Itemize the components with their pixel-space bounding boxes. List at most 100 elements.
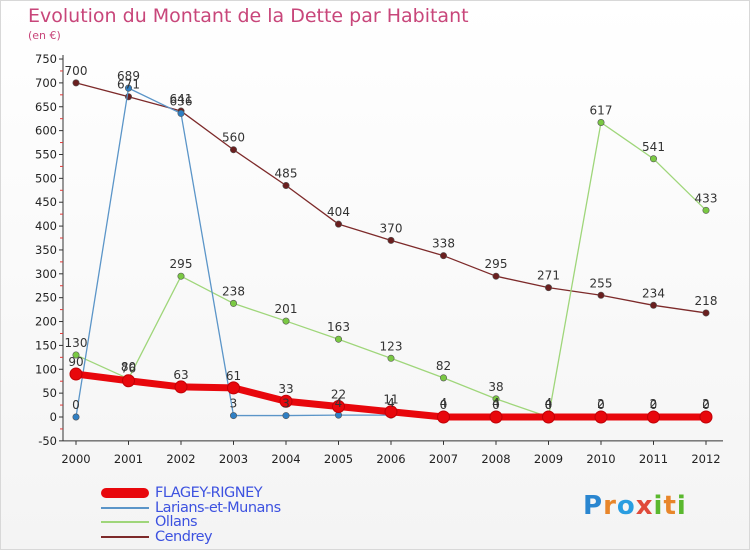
data-point: [439, 252, 447, 260]
line-chart: -500501001502002503003504004505005506006…: [35, 52, 723, 466]
data-label: 63: [173, 368, 188, 382]
data-label: 255: [590, 276, 613, 290]
x-tick-label: 2003: [219, 452, 248, 466]
logo-letter: r: [603, 491, 617, 521]
data-point: [334, 220, 342, 228]
data-point: [437, 410, 450, 424]
data-label: 338: [432, 237, 455, 251]
data-label: 636: [170, 94, 193, 108]
y-tick-label: 750: [35, 52, 57, 66]
data-point: [125, 84, 133, 92]
data-point: [332, 399, 345, 413]
data-label: 0: [597, 398, 605, 412]
data-label: 689: [117, 69, 140, 83]
data-label: 130: [65, 336, 88, 350]
data-label: 4: [335, 396, 343, 410]
data-label: 163: [327, 320, 350, 334]
legend-label: Larians-et-Munans: [155, 499, 281, 516]
y-tick-label: 0: [50, 410, 57, 424]
data-point: [230, 412, 238, 420]
x-tick-label: 2011: [639, 452, 668, 466]
logo-letter: t: [663, 491, 677, 521]
legend-swatch: [101, 488, 149, 499]
data-label: 271: [537, 269, 560, 283]
data-point: [489, 410, 503, 424]
data-point: [177, 272, 185, 280]
data-point: [72, 351, 80, 359]
data-point: [699, 410, 713, 424]
data-point: [282, 182, 290, 190]
y-tick-label: -50: [38, 434, 57, 448]
y-tick-label: 350: [35, 243, 57, 257]
data-label: 80: [121, 360, 136, 374]
y-tick-label: 50: [42, 386, 57, 400]
legend-item: Cendrey: [101, 530, 281, 544]
legend-swatch: [101, 506, 149, 509]
chart-subtitle: (en €): [28, 29, 61, 42]
data-point: [439, 374, 447, 382]
y-tick-label: 200: [35, 315, 57, 329]
x-tick-label: 2006: [376, 452, 405, 466]
data-point: [597, 291, 605, 299]
data-label: 11: [383, 393, 398, 407]
data-label: 3: [230, 397, 238, 411]
data-label: 4: [387, 396, 395, 410]
data-point: [387, 354, 395, 362]
x-tick-label: 2005: [324, 452, 353, 466]
x-tick-label: 2002: [166, 452, 195, 466]
data-label: 485: [275, 167, 298, 181]
data-point: [282, 412, 290, 420]
data-label: 76: [121, 362, 136, 376]
x-tick-label: 2000: [61, 452, 90, 466]
legend-swatch: [101, 535, 149, 538]
data-point: [649, 155, 657, 163]
data-label: 671: [117, 78, 140, 92]
y-tick-label: 600: [35, 124, 57, 138]
data-point: [647, 410, 660, 424]
x-tick-label: 2012: [691, 452, 720, 466]
data-point: [597, 119, 605, 127]
legend-item: Ollans: [101, 515, 281, 530]
data-point: [387, 236, 395, 244]
x-tick-label: 2007: [429, 452, 458, 466]
data-label: 0: [545, 398, 553, 412]
data-point: [702, 206, 710, 214]
data-label: 90: [68, 355, 83, 369]
logo-letter: P: [583, 491, 604, 521]
data-label: 4: [545, 396, 553, 410]
x-tick-label: 2010: [586, 452, 615, 466]
legend-item: FLAGEY-RIGNEY: [101, 486, 281, 501]
y-tick-label: 100: [35, 362, 57, 376]
data-label: 2: [702, 397, 710, 411]
logo-letter: x: [635, 491, 654, 521]
y-tick-label: 250: [35, 291, 57, 305]
y-tick-label: 500: [35, 171, 57, 185]
data-label: 38: [488, 380, 503, 394]
x-tick-label: 2001: [114, 452, 143, 466]
data-label: 201: [275, 302, 298, 316]
data-label: 2: [597, 397, 605, 411]
data-point: [542, 410, 555, 424]
data-label: 2: [650, 397, 658, 411]
data-point: [282, 317, 290, 325]
data-label: 433: [695, 191, 718, 205]
y-tick-label: 550: [35, 147, 57, 161]
data-point: [230, 146, 238, 154]
y-tick-label: 150: [35, 338, 57, 352]
y-tick-label: 650: [35, 100, 57, 114]
data-label: 61: [226, 369, 241, 383]
series-cendrey: [72, 79, 710, 317]
data-label: 0: [440, 398, 448, 412]
data-point: [649, 301, 657, 309]
data-label: 700: [65, 64, 88, 78]
series-flagey-rigney: [69, 367, 713, 424]
y-tick-label: 450: [35, 195, 57, 209]
y-tick-label: 700: [35, 76, 57, 90]
data-label: 22: [331, 387, 346, 401]
logo-letter: i: [676, 491, 687, 521]
data-label: 0: [702, 398, 710, 412]
y-axis-ticks: -50 0 50 100 150 200 250 300 350 400 450 500 550 600 6…: [35, 52, 63, 448]
data-label: 238: [222, 284, 245, 298]
y-tick-label: 300: [35, 267, 57, 281]
